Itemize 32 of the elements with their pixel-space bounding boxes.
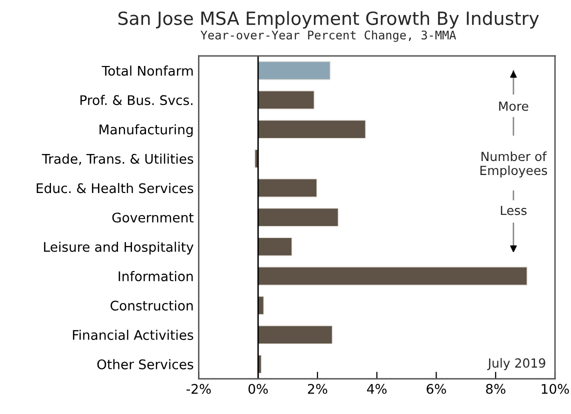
x-tick-label: 8%	[486, 384, 506, 394]
x-tick-label: 0%	[248, 384, 268, 394]
y-tick-label: Prof. & Bus. Svcs.	[80, 94, 192, 106]
bar	[258, 325, 333, 344]
x-tick-label: 10%	[542, 384, 569, 394]
y-tick-label: Manufacturing	[100, 124, 193, 138]
y-tick-label: Construction	[110, 300, 193, 311]
annotation: More	[499, 102, 528, 111]
annotation: Less	[500, 206, 527, 216]
bar	[258, 208, 339, 227]
x-tick-label: -2%	[186, 384, 211, 394]
chart-title: San Jose MSA Employment Growth By Industry	[118, 11, 539, 29]
bar	[258, 237, 292, 256]
y-tick-label: Government	[112, 212, 194, 223]
y-tick-label: Total Nonfarm	[102, 66, 193, 76]
bar	[258, 266, 528, 286]
y-tick-label: Financial Activities	[72, 330, 194, 340]
x-tick-label: 6%	[426, 384, 446, 394]
bar	[258, 120, 366, 139]
y-tick-label: Trade, Trans. & Utilities	[42, 154, 194, 166]
bar	[258, 90, 315, 110]
annotation: Number of Employees	[480, 151, 548, 178]
annotation: July 2019	[487, 358, 546, 370]
y-tick-label: Educ. & Health Services	[36, 182, 194, 194]
bar	[258, 178, 318, 198]
y-tick-label: Information	[118, 271, 193, 282]
x-tick-label: 2%	[308, 384, 328, 394]
x-tick-label: 4%	[367, 384, 387, 394]
y-tick-label: Leisure and Hospitality	[44, 242, 194, 254]
chart-subtitle: Year-over-Year Percent Change, 3-MMA	[200, 30, 456, 42]
bar	[258, 61, 331, 80]
y-tick-label: Other Services	[97, 359, 194, 370]
